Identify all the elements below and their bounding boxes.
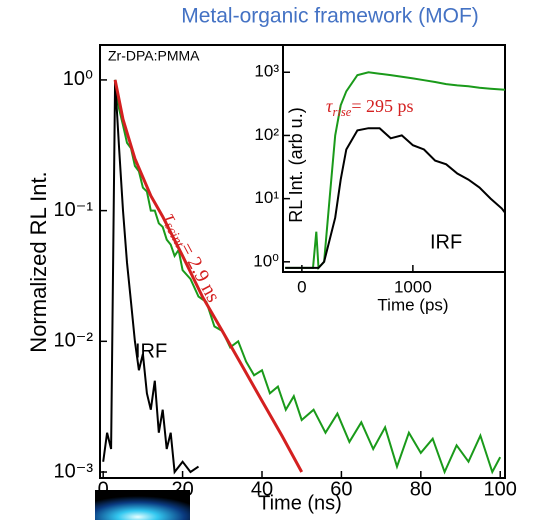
annotation: τrise= 295 ps [326,96,414,119]
x-tick-label: 1000 [394,277,432,296]
y-tick-label: 10² [254,125,279,144]
annotation-text: = 295 ps [351,96,413,116]
x-axis-label: Time (ns) [258,492,342,514]
annotation: IRF [430,231,462,253]
y-tick-label: 10⁻² [54,330,94,352]
y-axis-label: Normalized RL Int. [26,171,51,352]
x-tick-label: 100 [484,478,517,500]
figure-title: Metal-organic framework (MOF) [181,5,479,28]
data-line [113,79,304,473]
annotation-symbol: τ [326,96,333,116]
x-tick-label: 0 [98,478,109,500]
y-tick-label: 10⁻¹ [54,199,94,221]
data-line [114,79,502,475]
y-tick-label: 10⁰ [63,68,93,90]
y-tick-label: 10⁰ [253,251,279,270]
x-axis-label: Time (ps) [377,295,448,314]
x-tick-label: 20 [171,478,193,500]
y-tick-label: 10³ [254,62,279,81]
x-tick-label: 0 [297,277,306,296]
annotation-subscript: rise [332,105,351,119]
x-tick-label: 80 [410,478,432,500]
data-line [285,127,505,269]
x-tick-label: 60 [330,478,352,500]
plot-frame [282,44,506,273]
data-line [102,79,200,475]
y-tick-label: 10⁻³ [54,460,94,482]
x-tick-label: 40 [251,478,273,500]
photo [95,490,190,520]
y-axis-label: RL Int. (arb u.) [286,107,306,222]
annotation: IRF [135,340,167,362]
y-tick-label: 10¹ [254,188,279,207]
annotation: Zr-DPA:PMMA [108,48,200,64]
